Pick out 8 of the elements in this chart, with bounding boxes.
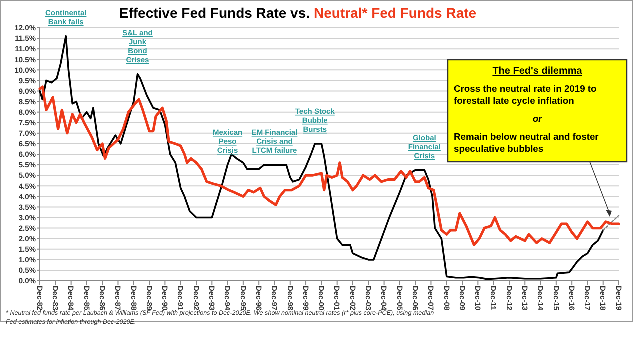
annotation: Cross the neutral rate in 2019 to forestall late cycle inflation [454, 83, 598, 106]
annotation: Remain below neutral and foster speculative bubbles [454, 131, 600, 154]
line-series [39, 36, 604, 280]
chart-subtitle: Neutral* Fed Funds Rate [314, 5, 477, 21]
annotation: or [532, 113, 544, 124]
chart-title: Effective Fed Funds Rate vs. [119, 5, 310, 21]
annotation: The Fed's dilemma [492, 66, 583, 77]
line-series [38, 86, 620, 246]
